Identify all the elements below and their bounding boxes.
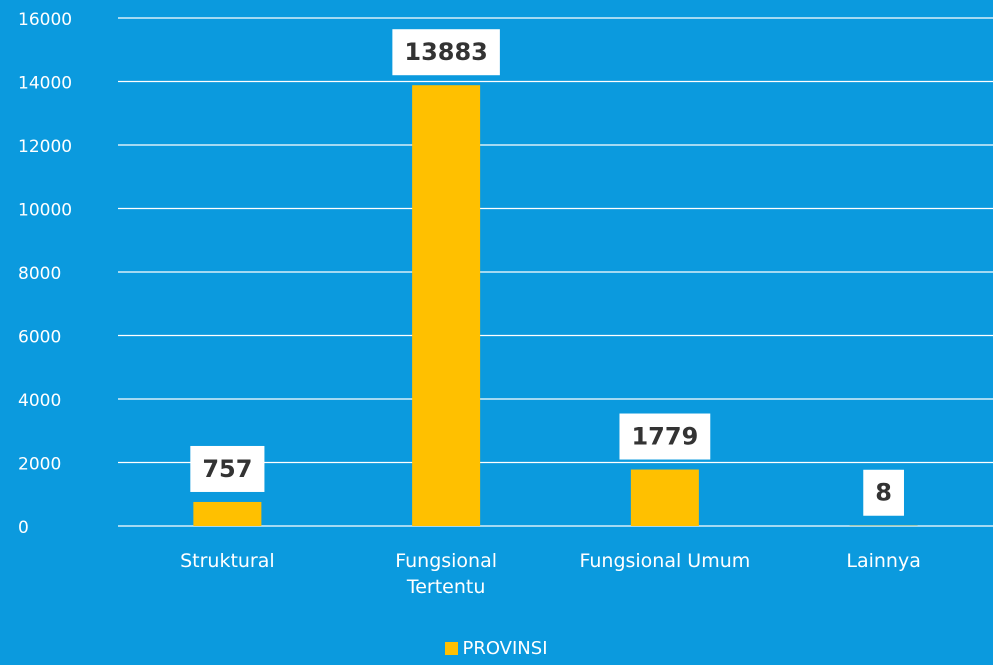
x-tick-label: Struktural (180, 550, 275, 572)
x-tick-label: Fungsional Umum (579, 550, 751, 572)
data-label-text: 13883 (404, 38, 488, 66)
y-tick-label: 4000 (18, 391, 61, 411)
bar (193, 501, 262, 526)
y-tick-label: 0 (18, 518, 29, 538)
data-label: 8 (863, 469, 904, 516)
y-tick-label: 6000 (18, 328, 61, 348)
y-tick-label: 8000 (18, 264, 61, 284)
legend-label: PROVINSI (462, 638, 548, 659)
data-label-text: 8 (875, 479, 892, 507)
x-tick-label: Fungsional Tertentu (395, 550, 498, 598)
x-tick-label: Lainnya (846, 550, 921, 572)
bar (412, 85, 481, 526)
data-label: 13883 (392, 29, 500, 76)
data-label-box (619, 413, 711, 460)
y-tick-label: 2000 (18, 455, 61, 475)
legend-swatch (445, 642, 459, 655)
bar (630, 469, 699, 526)
y-tick-label: 14000 (18, 74, 72, 94)
data-label: 757 (190, 445, 265, 492)
data-label-text: 1779 (631, 423, 698, 451)
legend: PROVINSI (0, 638, 993, 659)
data-label: 1779 (619, 413, 711, 460)
data-label-box (863, 469, 904, 516)
data-label-box (392, 29, 500, 76)
data-label-box (190, 445, 265, 492)
y-tick-label: 12000 (18, 137, 72, 157)
y-tick-label: 10000 (18, 201, 72, 221)
y-tick-label: 16000 (18, 10, 72, 30)
data-label-text: 757 (202, 455, 252, 483)
